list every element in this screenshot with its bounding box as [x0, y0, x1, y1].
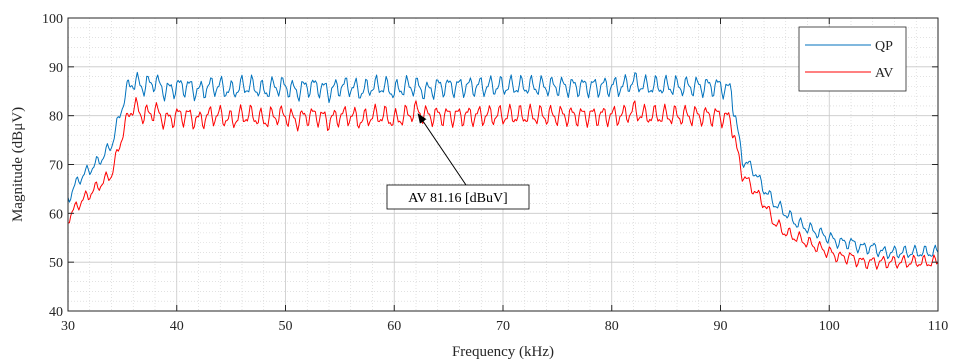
- legend-box: [798, 26, 907, 92]
- y-tick-label: 100: [42, 12, 63, 27]
- legend-label-qp: QP: [875, 39, 893, 54]
- series-line-qp: [67, 71, 939, 260]
- x-tick-label: 110: [928, 319, 948, 334]
- x-tick-label: 90: [714, 319, 728, 334]
- y-tick-label: 80: [49, 110, 63, 125]
- x-tick-label: 70: [496, 319, 510, 334]
- annotation: AV 81.16 [dBuV]: [386, 113, 530, 210]
- x-tick-label: 100: [819, 319, 840, 334]
- y-tick-label: 70: [49, 159, 63, 174]
- series-layer: [67, 71, 939, 270]
- x-tick-label: 50: [279, 319, 293, 334]
- annotation-arrow: [417, 113, 467, 186]
- legend: QP AV: [798, 26, 907, 92]
- legend-label-av: AV: [875, 66, 893, 81]
- y-tick-label: 40: [49, 305, 63, 320]
- x-tick-label: 40: [170, 319, 184, 334]
- x-tick-label: 30: [61, 319, 75, 334]
- y-tick-label: 90: [49, 61, 63, 76]
- annotation-label: AV 81.16 [dBuV]: [408, 191, 507, 206]
- y-axis-label: Magnitude (dBμV): [10, 107, 26, 222]
- x-tick-label: 60: [387, 319, 401, 334]
- y-tick-label: 50: [49, 256, 63, 271]
- y-tick-label: 60: [49, 207, 63, 222]
- x-axis-label: Frequency (kHz): [452, 344, 554, 360]
- series-line-av: [67, 97, 939, 270]
- x-tick-label: 80: [605, 319, 619, 334]
- annotation-box: [386, 184, 530, 210]
